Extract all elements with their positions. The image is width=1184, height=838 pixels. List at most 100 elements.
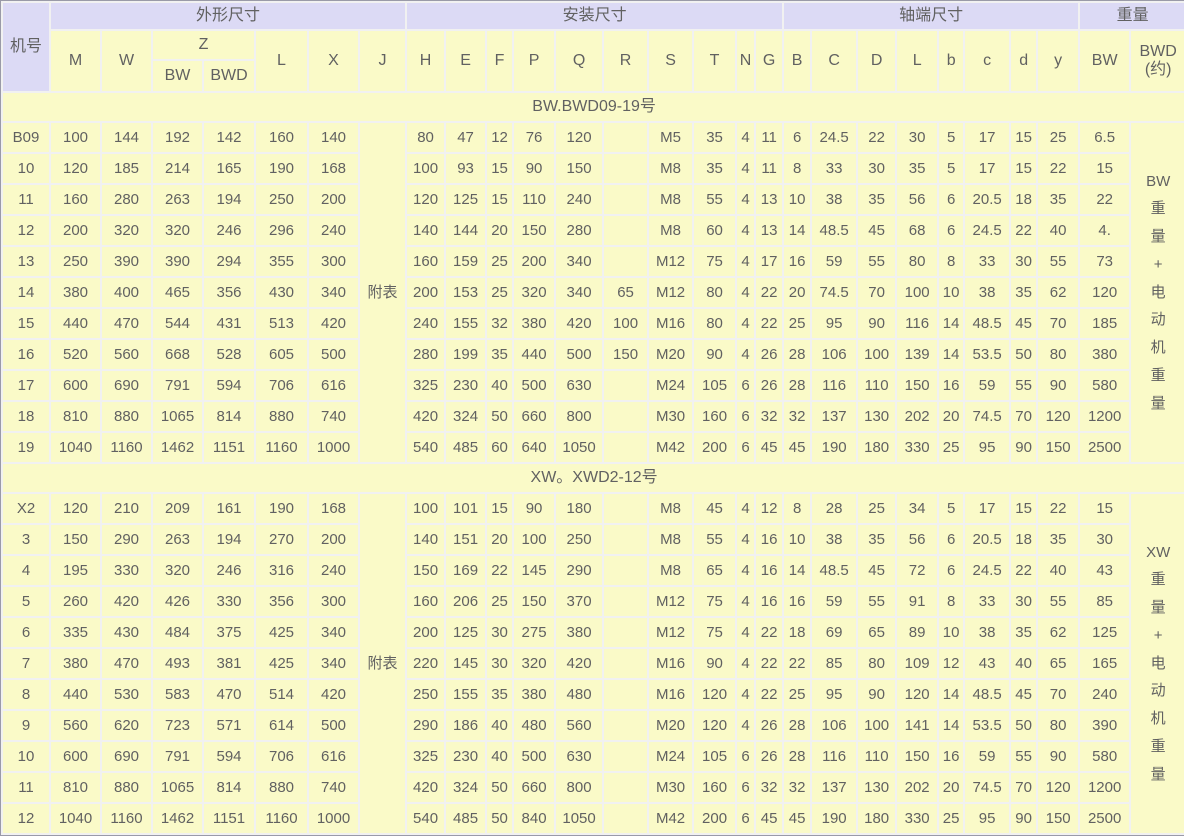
data-cell: 35 bbox=[694, 154, 736, 183]
data-cell: 144 bbox=[446, 216, 486, 245]
data-cell: 4 bbox=[737, 525, 755, 554]
data-cell: 47 bbox=[446, 123, 486, 152]
data-cell: 660 bbox=[514, 773, 555, 802]
data-cell bbox=[604, 123, 648, 152]
data-cell: 16 bbox=[784, 247, 811, 276]
machine-no-cell: 9 bbox=[3, 711, 49, 740]
data-cell: 246 bbox=[204, 216, 254, 245]
data-cell: 90 bbox=[1011, 804, 1037, 833]
data-cell: 528 bbox=[204, 340, 254, 369]
data-cell: 540 bbox=[407, 433, 445, 462]
col-header-low-b: b bbox=[939, 31, 964, 91]
data-cell: 250 bbox=[556, 525, 603, 554]
data-cell: 110 bbox=[858, 742, 896, 771]
data-cell: 40 bbox=[1038, 556, 1079, 585]
data-cell: 30 bbox=[487, 649, 513, 678]
data-cell: 185 bbox=[102, 154, 151, 183]
data-cell: 1065 bbox=[153, 773, 202, 802]
data-cell: 594 bbox=[204, 742, 254, 771]
data-cell: 106 bbox=[812, 340, 857, 369]
data-cell: 185 bbox=[1080, 309, 1130, 338]
data-cell: 340 bbox=[309, 278, 358, 307]
col-header-p: P bbox=[514, 31, 555, 91]
data-cell: 420 bbox=[556, 309, 603, 338]
data-cell: 22 bbox=[487, 556, 513, 585]
data-cell bbox=[604, 216, 648, 245]
data-cell: 355 bbox=[256, 247, 307, 276]
data-cell: 250 bbox=[407, 680, 445, 709]
col-header-e: E bbox=[446, 31, 486, 91]
data-cell: 4 bbox=[737, 649, 755, 678]
weight-note-cell: BW 重 量 + 电 动 机 重 量 bbox=[1131, 123, 1184, 462]
data-cell: 500 bbox=[514, 742, 555, 771]
data-cell: 420 bbox=[309, 309, 358, 338]
data-cell: 4. bbox=[1080, 216, 1130, 245]
data-cell: 192 bbox=[153, 123, 202, 152]
data-cell: 230 bbox=[446, 742, 486, 771]
data-cell: 513 bbox=[256, 309, 307, 338]
col-header-g: G bbox=[756, 31, 783, 91]
col-header-z-bwd: BWD bbox=[204, 61, 254, 91]
data-cell: 400 bbox=[102, 278, 151, 307]
data-cell: 320 bbox=[153, 216, 202, 245]
data-cell bbox=[604, 773, 648, 802]
data-cell: 16 bbox=[756, 587, 783, 616]
data-cell bbox=[604, 494, 648, 523]
data-cell: 15 bbox=[1011, 154, 1037, 183]
data-cell: 20.5 bbox=[965, 185, 1010, 214]
table-row: 5 260 420 426 330 356 300 160 206 25 150 370 M12 75 4 1… bbox=[3, 587, 1184, 616]
data-cell: 690 bbox=[102, 742, 151, 771]
data-cell: 1050 bbox=[556, 804, 603, 833]
data-cell: 330 bbox=[897, 433, 938, 462]
col-header-z-bw: BW bbox=[153, 61, 202, 91]
data-cell: 40 bbox=[487, 711, 513, 740]
data-cell: 150 bbox=[514, 216, 555, 245]
data-cell: 90 bbox=[858, 309, 896, 338]
data-cell: 160 bbox=[256, 123, 307, 152]
data-cell: 59 bbox=[812, 587, 857, 616]
data-cell: 141 bbox=[897, 711, 938, 740]
data-cell: 120 bbox=[897, 680, 938, 709]
data-cell: 120 bbox=[556, 123, 603, 152]
data-cell: 45 bbox=[858, 556, 896, 585]
data-cell: 571 bbox=[204, 711, 254, 740]
data-cell: 544 bbox=[153, 309, 202, 338]
data-cell: M20 bbox=[649, 340, 693, 369]
data-cell: 814 bbox=[204, 773, 254, 802]
data-cell: 195 bbox=[51, 556, 100, 585]
data-cell: 50 bbox=[1011, 340, 1037, 369]
data-cell: 74.5 bbox=[965, 402, 1010, 431]
data-cell: 440 bbox=[51, 309, 100, 338]
data-cell: 140 bbox=[407, 216, 445, 245]
data-cell: 6 bbox=[784, 123, 811, 152]
data-cell: 22 bbox=[1011, 216, 1037, 245]
appendix-note-cell: 附表 bbox=[360, 494, 406, 833]
data-cell: 16 bbox=[756, 525, 783, 554]
table-row: 16 520 560 668 528 605 500 280 199 35 440 500 150 M20… bbox=[3, 340, 1184, 369]
data-cell: M16 bbox=[649, 309, 693, 338]
data-cell: 40 bbox=[1038, 216, 1079, 245]
col-header-j: J bbox=[360, 31, 406, 91]
data-cell: 22 bbox=[784, 649, 811, 678]
table-header: 机号 外形尺寸 安装尺寸 轴端尺寸 重量 M W Z L X J H E F P… bbox=[3, 3, 1184, 91]
data-cell: 20.5 bbox=[965, 525, 1010, 554]
data-cell: 100 bbox=[514, 525, 555, 554]
data-cell: 38 bbox=[812, 185, 857, 214]
data-cell: 194 bbox=[204, 185, 254, 214]
table-row: 15 440 470 544 431 513 420 240 155 32 380 420 100 M16… bbox=[3, 309, 1184, 338]
data-cell: M8 bbox=[649, 525, 693, 554]
data-cell: 90 bbox=[514, 154, 555, 183]
data-cell: 500 bbox=[309, 340, 358, 369]
data-cell: 330 bbox=[102, 556, 151, 585]
group-header-weight: 重量 bbox=[1080, 3, 1184, 29]
data-cell: 324 bbox=[446, 773, 486, 802]
data-cell: 5 bbox=[939, 494, 964, 523]
z-subheader-row: BW BWD bbox=[3, 61, 1184, 91]
data-cell: 381 bbox=[204, 649, 254, 678]
data-cell: 440 bbox=[514, 340, 555, 369]
table-row: 7 380 470 493 381 425 340 220 145 30 320 420 M16 90 4 2… bbox=[3, 649, 1184, 678]
data-cell: 214 bbox=[153, 154, 202, 183]
data-cell: 240 bbox=[309, 216, 358, 245]
data-cell: 105 bbox=[694, 371, 736, 400]
